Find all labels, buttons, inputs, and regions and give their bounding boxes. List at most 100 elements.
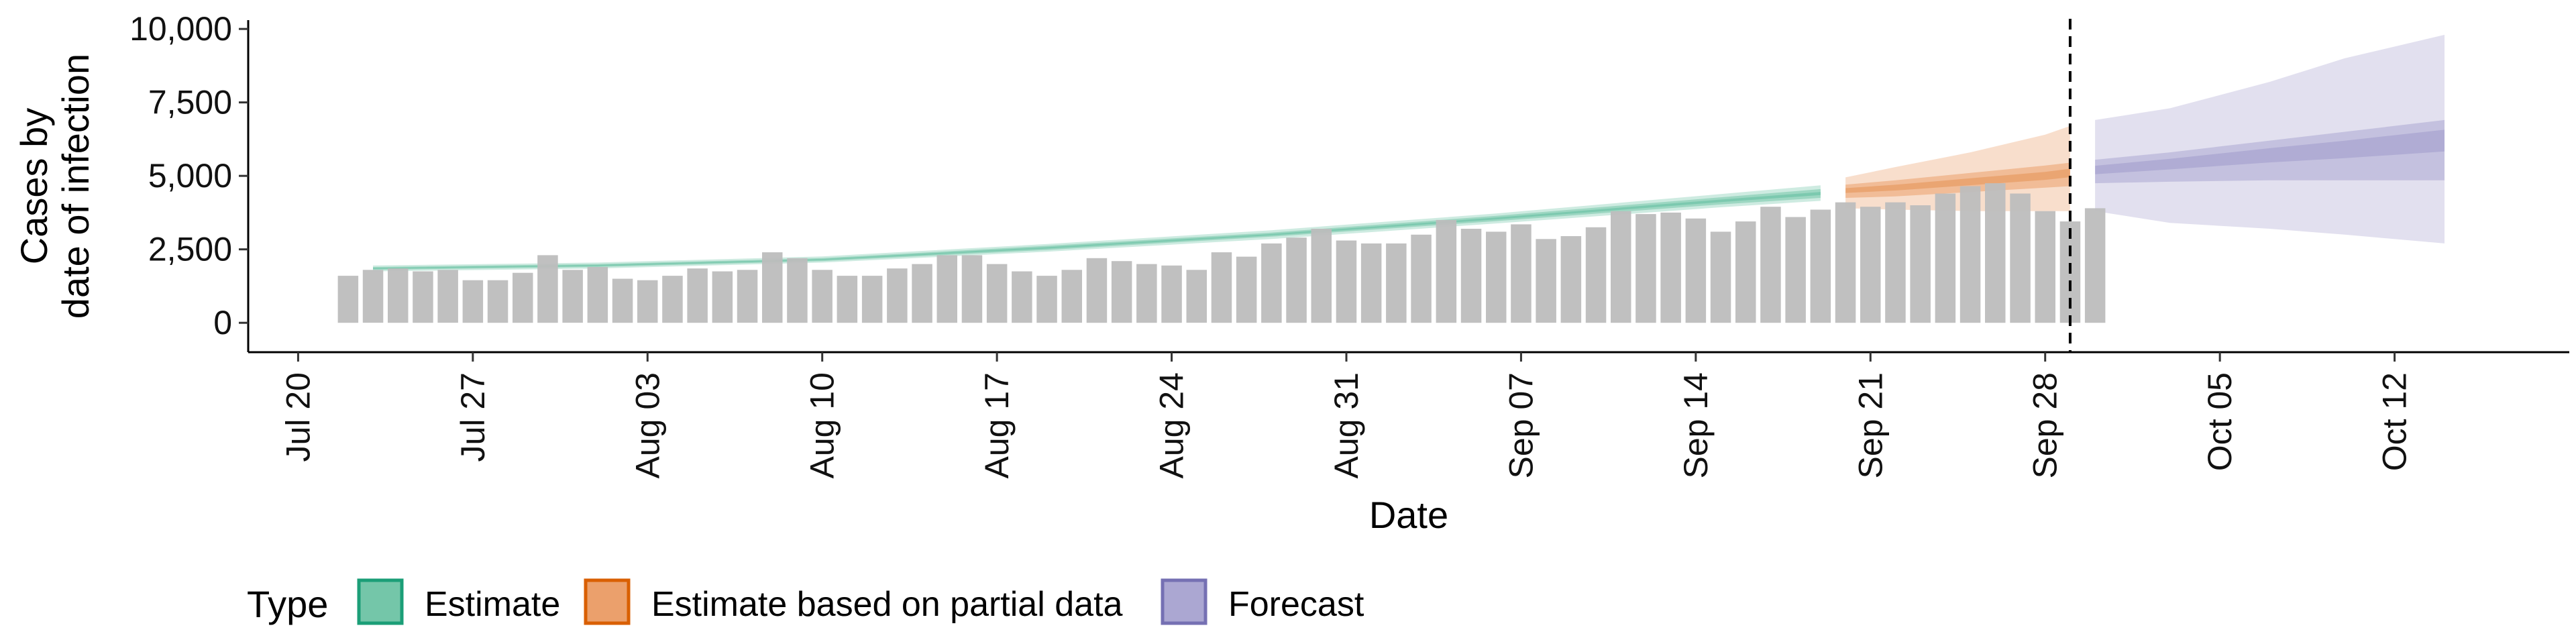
x-tick-label: Jul 27 [454, 372, 492, 462]
series-2-median-band [2095, 129, 2445, 174]
x-tick-label: Sep 28 [2027, 372, 2064, 478]
bar [861, 276, 883, 323]
bar [1860, 207, 1881, 323]
bar [1161, 265, 1182, 323]
bar [961, 255, 983, 323]
x-tick-label: Aug 03 [629, 372, 666, 478]
legend-title: Type [247, 583, 328, 625]
bar [487, 280, 508, 323]
bar [1336, 240, 1357, 323]
bar [462, 280, 484, 323]
x-tick-label: Aug 24 [1153, 372, 1191, 478]
bar [1635, 214, 1656, 323]
bar [1710, 231, 1731, 323]
bar [1735, 221, 1756, 323]
y-tick-label: 2,500 [148, 231, 232, 268]
bar [1061, 270, 1082, 323]
bands-layer [373, 34, 2445, 272]
bar [712, 271, 733, 323]
legend: Type Estimate Estimate based on partial da… [247, 578, 1364, 625]
bar [737, 270, 758, 323]
bar [1111, 261, 1132, 323]
bar [1360, 243, 1382, 323]
bar [986, 264, 1008, 323]
bar [787, 258, 808, 323]
bar [687, 268, 708, 323]
bar [837, 276, 858, 323]
legend-label-2: Forecast [1228, 585, 1364, 624]
y-axis-title: Cases bydate of infection [13, 54, 97, 319]
bar [1086, 258, 1108, 323]
bar [1236, 256, 1257, 323]
bar [513, 272, 533, 323]
legend-label-1: Estimate based on partial data [651, 585, 1123, 624]
series-1-median-band [1845, 168, 2070, 193]
bar [1411, 234, 1432, 323]
bar [388, 268, 409, 323]
y-axis-title-line: Cases by [13, 108, 55, 264]
bar [1386, 243, 1407, 323]
x-tick-label: Sep 14 [1677, 372, 1715, 478]
x-tick-label: Oct 12 [2376, 372, 2414, 471]
bar [537, 255, 558, 323]
bar [587, 267, 608, 323]
bar [1785, 217, 1806, 323]
legend-key-2 [1161, 578, 1208, 625]
bar [662, 276, 683, 323]
bar [1660, 212, 1681, 323]
bars-layer [337, 183, 2106, 323]
bar [637, 280, 658, 323]
series-1-inner-band [1845, 162, 2070, 198]
bar [1486, 231, 1507, 323]
bar [1261, 243, 1282, 323]
y-axis-title-line: date of infection [54, 54, 97, 319]
bar [1186, 270, 1207, 323]
bar [2035, 211, 2055, 323]
bar [1810, 209, 1831, 323]
bar [762, 252, 783, 323]
bar [1436, 219, 1457, 323]
bar [337, 276, 359, 323]
bar [1536, 239, 1556, 323]
bar [437, 270, 458, 323]
bar [1910, 205, 1931, 323]
bar [413, 271, 433, 323]
bar [1960, 186, 1981, 323]
bar [1760, 207, 1781, 323]
bar [562, 270, 583, 323]
x-tick-label: Sep 07 [1502, 372, 1540, 478]
bar [1935, 193, 1956, 323]
legend-key-1 [584, 578, 631, 625]
bar [912, 264, 932, 323]
x-tick-label: Aug 10 [804, 372, 841, 478]
bar [612, 278, 633, 323]
y-tick-label: 0 [213, 304, 232, 341]
legend-key-0 [357, 578, 404, 625]
x-axis-title: Date [1369, 494, 1448, 536]
bar [1685, 218, 1707, 323]
bar [1885, 202, 1906, 323]
legend-label-0: Estimate [425, 585, 560, 624]
y-tick-label: 5,000 [148, 157, 232, 195]
bar [936, 255, 957, 323]
y-tick-label: 7,500 [148, 84, 232, 121]
bar [1012, 271, 1032, 323]
bar [812, 270, 833, 323]
bar [1286, 237, 1307, 323]
bar [1585, 227, 1607, 323]
x-tick-label: Sep 21 [1851, 372, 1889, 478]
bar [1835, 202, 1856, 323]
x-tick-label: Oct 05 [2201, 372, 2239, 471]
axes-layer: 0 2,500 5,000 7,500 10,000 Jul 20 Jul 27 Aug 03… [13, 10, 2569, 536]
bar [1460, 229, 1482, 323]
series-2-inner-band [2095, 119, 2445, 184]
bar [1511, 224, 1532, 323]
bar [1136, 264, 1157, 323]
bar [1611, 211, 1631, 323]
x-tick-label: Aug 31 [1328, 372, 1365, 478]
bar [887, 268, 908, 323]
x-tick-label: Aug 17 [978, 372, 1016, 478]
bar [1211, 252, 1232, 323]
